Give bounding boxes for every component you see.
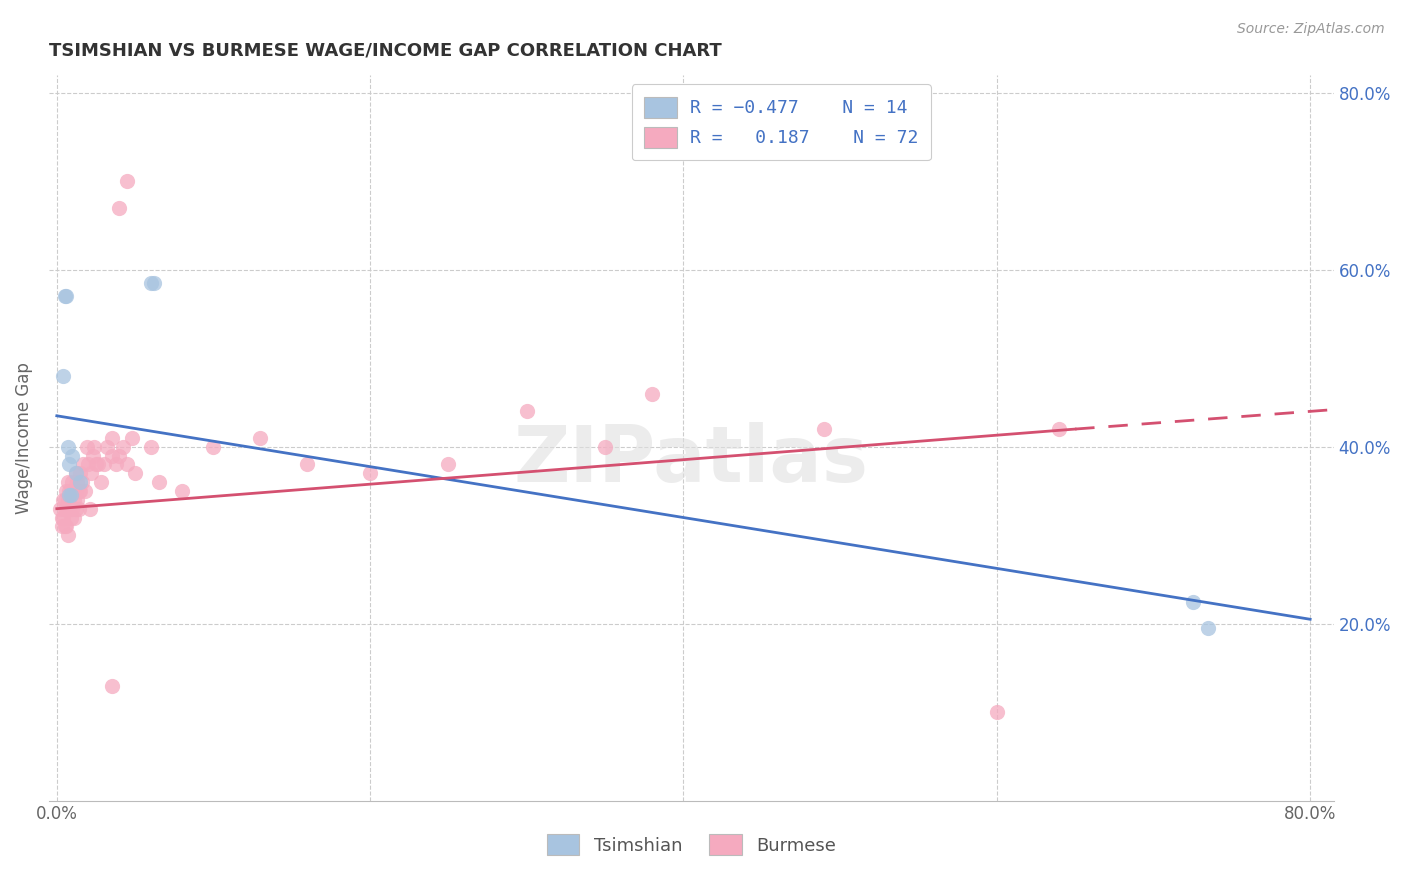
Point [56, 528, 79, 542]
Point [65, 467, 87, 481]
Legend: R = −0.477    N = 14, R =   0.187    N = 72: R = −0.477 N = 14, R = 0.187 N = 72 [631, 84, 931, 161]
Point [63, 510, 86, 524]
Point [139, 276, 162, 290]
Point [139, 440, 162, 454]
Point [58, 501, 80, 516]
Point [142, 276, 165, 290]
Point [202, 440, 225, 454]
Point [62, 475, 84, 490]
Point [79, 501, 101, 516]
Text: TSIMSHIAN VS BURMESE WAGE/INCOME GAP CORRELATION CHART: TSIMSHIAN VS BURMESE WAGE/INCOME GAP COR… [49, 42, 721, 60]
Point [53, 501, 76, 516]
Point [249, 431, 271, 445]
Point [986, 705, 1008, 719]
Point [121, 431, 143, 445]
Point [58, 458, 80, 472]
Point [82, 449, 104, 463]
Point [1181, 594, 1204, 608]
Point [437, 458, 460, 472]
Point [52, 492, 75, 507]
Point [55, 483, 77, 498]
Point [53, 519, 76, 533]
Y-axis label: Wage/Income Gap: Wage/Income Gap [15, 362, 32, 514]
Point [813, 422, 835, 436]
Point [52, 369, 75, 384]
Point [172, 483, 194, 498]
Point [516, 404, 538, 418]
Point [108, 449, 131, 463]
Point [62, 501, 84, 516]
Point [52, 510, 75, 524]
Point [65, 501, 87, 516]
Point [297, 458, 319, 472]
Point [93, 458, 115, 472]
Point [72, 458, 94, 472]
Point [55, 519, 77, 533]
Point [58, 483, 80, 498]
Point [51, 510, 73, 524]
Point [53, 289, 76, 303]
Text: Source: ZipAtlas.com: Source: ZipAtlas.com [1237, 22, 1385, 37]
Point [67, 501, 90, 516]
Point [70, 475, 93, 490]
Point [58, 492, 80, 507]
Point [105, 458, 128, 472]
Point [90, 475, 112, 490]
Point [80, 467, 103, 481]
Point [56, 440, 79, 454]
Point [100, 449, 122, 463]
Point [62, 449, 84, 463]
Point [56, 492, 79, 507]
Point [100, 679, 122, 693]
Point [58, 488, 80, 502]
Point [69, 475, 91, 490]
Point [1049, 422, 1071, 436]
Point [77, 458, 100, 472]
Point [66, 492, 89, 507]
Point [69, 467, 91, 481]
Point [59, 510, 82, 524]
Point [1197, 621, 1219, 635]
Point [56, 475, 79, 490]
Point [96, 440, 118, 454]
Point [100, 431, 122, 445]
Point [65, 467, 87, 481]
Point [111, 440, 134, 454]
Point [117, 174, 139, 188]
Point [117, 458, 139, 472]
Point [67, 483, 90, 498]
Point [69, 483, 91, 498]
Point [59, 483, 82, 498]
Point [59, 488, 82, 502]
Point [63, 492, 86, 507]
Point [84, 458, 107, 472]
Point [108, 201, 131, 215]
Point [86, 458, 108, 472]
Point [55, 501, 77, 516]
Point [148, 475, 170, 490]
Point [62, 483, 84, 498]
Point [51, 519, 73, 533]
Point [124, 467, 146, 481]
Point [65, 483, 87, 498]
Point [53, 492, 76, 507]
Point [66, 475, 89, 490]
Point [76, 440, 98, 454]
Point [593, 440, 616, 454]
Point [73, 483, 96, 498]
Point [49, 501, 72, 516]
Point [55, 289, 77, 303]
Point [641, 386, 664, 401]
Text: ZIPatlas: ZIPatlas [513, 422, 869, 498]
Point [83, 440, 105, 454]
Point [359, 467, 381, 481]
